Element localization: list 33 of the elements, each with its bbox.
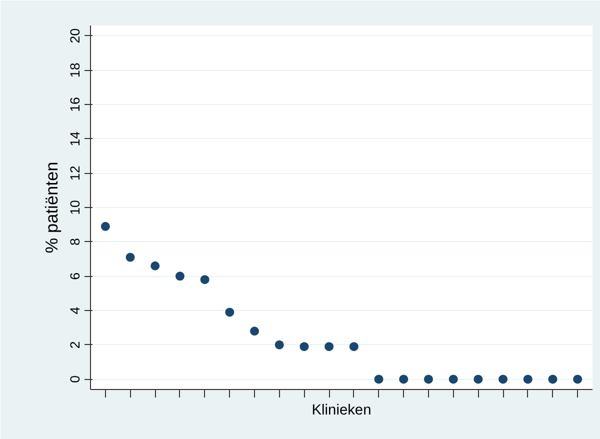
point xyxy=(349,342,358,352)
y-tick-label: 18 xyxy=(68,62,82,78)
y-tick-label: 2 xyxy=(68,341,82,349)
point xyxy=(498,374,508,384)
point xyxy=(300,342,309,352)
point xyxy=(200,275,210,284)
point xyxy=(126,252,135,262)
point xyxy=(324,342,334,352)
point xyxy=(448,374,458,384)
point xyxy=(274,340,284,350)
y-tick-label: 4 xyxy=(68,306,82,314)
y-tick-label: 20 xyxy=(68,28,82,44)
y-tick-label: 8 xyxy=(68,238,82,246)
point xyxy=(150,261,160,270)
point xyxy=(399,374,408,384)
point xyxy=(100,222,110,231)
point xyxy=(523,374,532,384)
y-tick-label: 10 xyxy=(68,200,82,215)
point xyxy=(175,272,184,281)
y-tick-label: 0 xyxy=(68,375,82,383)
point xyxy=(548,374,558,384)
point xyxy=(474,374,483,384)
y-tick-label: 14 xyxy=(68,130,82,146)
point xyxy=(573,374,582,384)
point xyxy=(225,308,234,317)
point xyxy=(374,374,384,384)
point xyxy=(424,374,433,384)
point xyxy=(250,326,260,336)
y-tick-label: 12 xyxy=(68,166,82,181)
y-axis-title: % patiënten xyxy=(42,162,62,254)
x-axis-title: Klinieken xyxy=(312,402,372,418)
y-tick-label: 6 xyxy=(68,272,82,280)
y-tick-label: 16 xyxy=(68,97,82,112)
